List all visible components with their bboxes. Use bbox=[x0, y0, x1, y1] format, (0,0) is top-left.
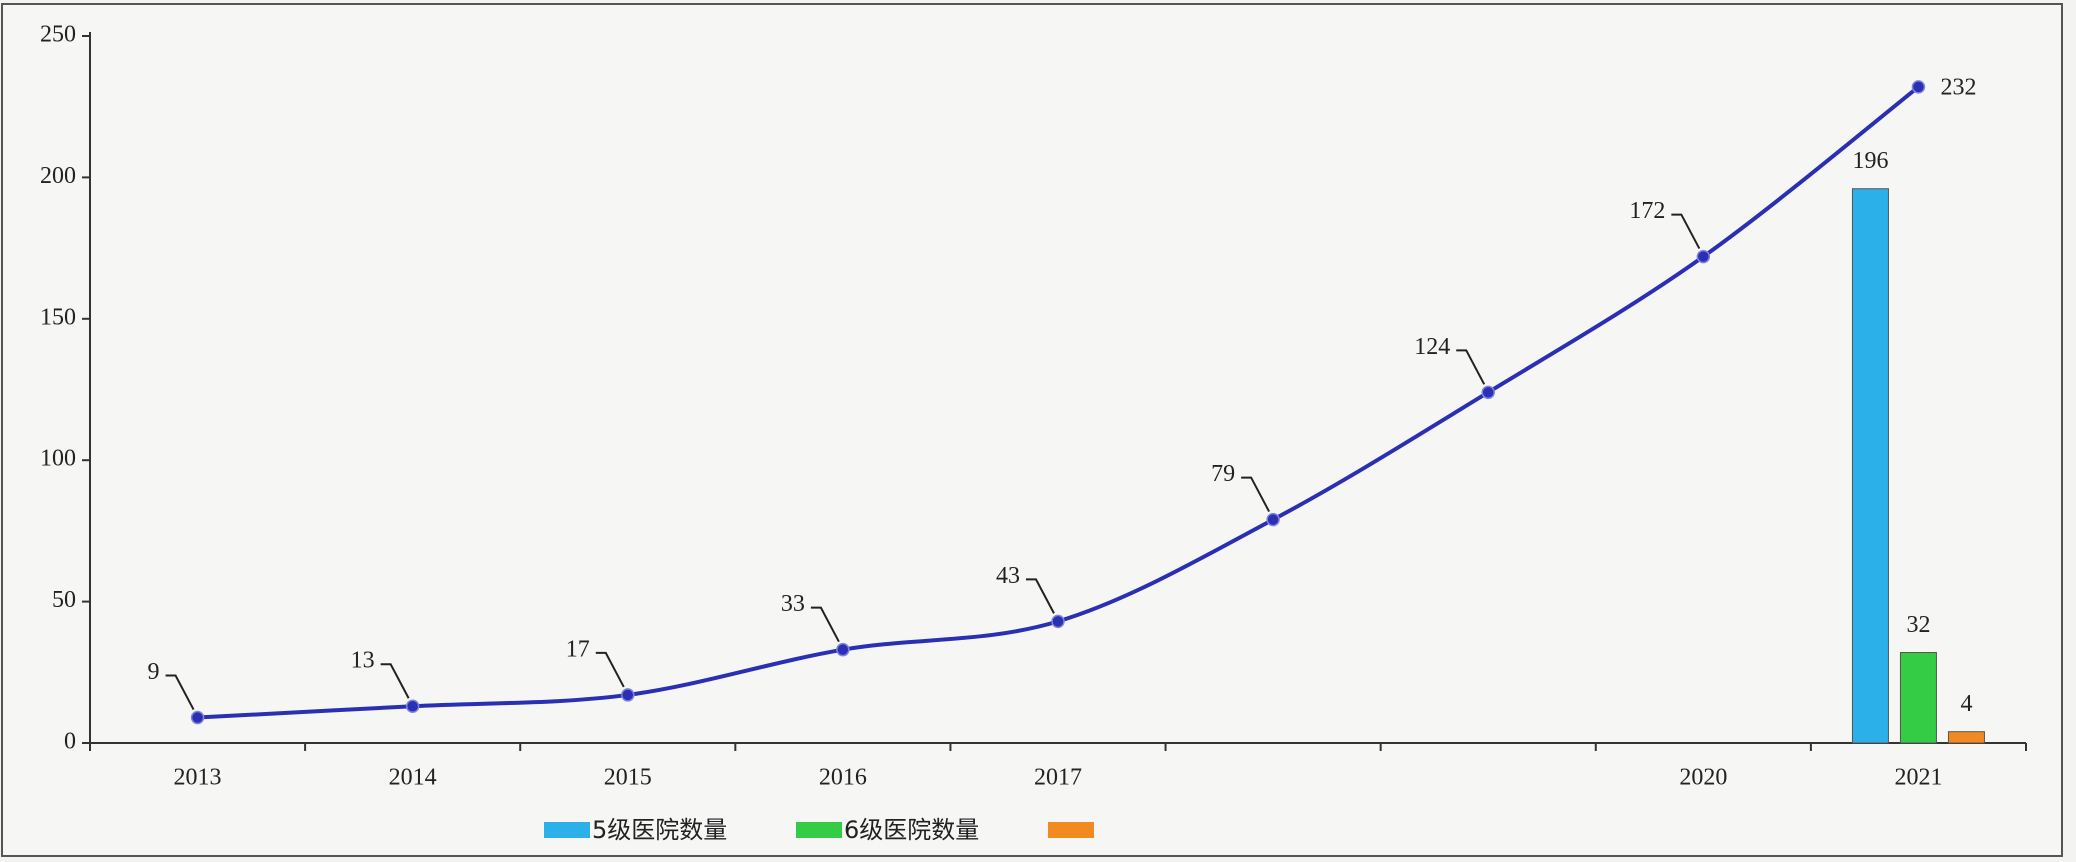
x-tick-label: 2015 bbox=[604, 765, 652, 791]
chart-frame bbox=[1, 3, 2063, 857]
y-tick-label: 0 bbox=[64, 729, 76, 755]
legend-label: 6级医院数量 bbox=[844, 816, 979, 844]
label-leader bbox=[595, 651, 625, 688]
data-label: 32 bbox=[1906, 612, 1930, 638]
legend-swatch bbox=[544, 822, 590, 838]
data-label: 232 bbox=[1940, 74, 1976, 100]
line-point bbox=[405, 699, 420, 713]
line-point bbox=[1481, 385, 1495, 400]
line-point bbox=[1696, 249, 1711, 264]
data-label: 9 bbox=[148, 659, 160, 685]
legend-label: 5级医院数量 bbox=[592, 816, 727, 844]
x-tick-label: 2016 bbox=[819, 765, 867, 791]
label-leader bbox=[165, 674, 195, 711]
x-tick-label: 2021 bbox=[1894, 765, 1942, 791]
x-tick-label: 2017 bbox=[1034, 765, 1082, 791]
label-leader bbox=[1241, 476, 1270, 513]
line-point bbox=[1051, 614, 1065, 629]
y-tick-label: 100 bbox=[40, 446, 76, 472]
legend-swatch bbox=[1048, 822, 1094, 838]
label-leader bbox=[380, 663, 410, 699]
data-label: 172 bbox=[1629, 198, 1665, 224]
y-tick-label: 50 bbox=[52, 587, 76, 613]
label-leader bbox=[1026, 578, 1055, 614]
line bbox=[197, 85, 1920, 720]
line-point bbox=[1911, 80, 1926, 94]
data-label: 43 bbox=[996, 563, 1020, 589]
line-point bbox=[836, 642, 850, 657]
label-leader bbox=[1456, 349, 1486, 385]
data-label: 196 bbox=[1852, 148, 1888, 174]
line-point bbox=[1266, 512, 1280, 527]
data-label: 13 bbox=[351, 648, 375, 674]
label-leader bbox=[1671, 213, 1701, 250]
data-label: 33 bbox=[781, 591, 805, 617]
bar bbox=[1947, 731, 1985, 744]
x-tick-label: 2013 bbox=[174, 765, 222, 791]
data-label: 124 bbox=[1414, 334, 1450, 360]
data-label: 79 bbox=[1211, 461, 1235, 487]
x-tick-label: 2020 bbox=[1679, 765, 1727, 791]
data-label: 17 bbox=[566, 636, 590, 662]
y-tick-label: 200 bbox=[40, 163, 76, 189]
x-tick-label: 2014 bbox=[389, 765, 437, 791]
legend-swatch bbox=[796, 822, 842, 838]
bar bbox=[1851, 188, 1889, 744]
line-point bbox=[621, 688, 635, 702]
bar bbox=[1899, 652, 1937, 744]
data-label: 4 bbox=[1960, 691, 1972, 717]
y-tick-label: 150 bbox=[40, 304, 76, 330]
y-tick-label: 250 bbox=[40, 22, 76, 48]
label-leader bbox=[810, 606, 840, 643]
line-point bbox=[190, 710, 205, 725]
